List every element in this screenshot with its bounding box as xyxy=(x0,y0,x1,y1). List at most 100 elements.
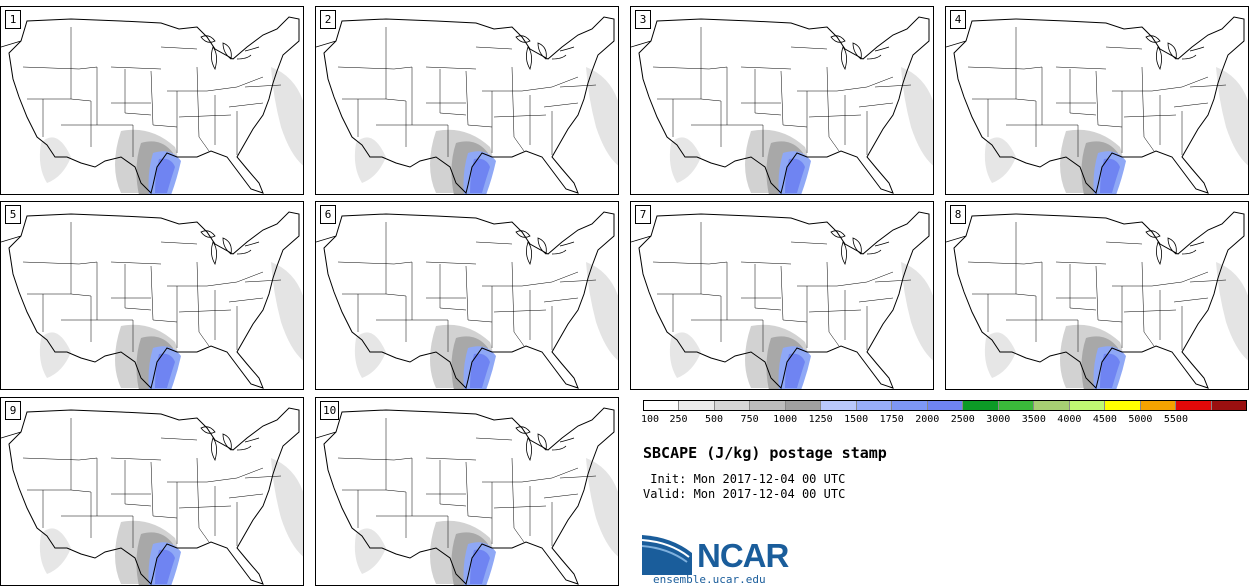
great-lake-outline xyxy=(244,46,260,52)
state-border xyxy=(1173,102,1209,108)
colorbar-tick-label: 2000 xyxy=(915,414,940,425)
great-lake-outline xyxy=(559,46,575,52)
colorbar-segment xyxy=(855,401,892,410)
ocean-cape-shading xyxy=(586,458,618,557)
state-border xyxy=(754,264,782,311)
ocean-cape-shading xyxy=(1216,67,1248,166)
state-border xyxy=(543,493,579,499)
sbcape-map xyxy=(631,16,933,194)
state-border xyxy=(493,114,547,118)
stamp-4[interactable]: 4 xyxy=(945,6,1249,195)
canada-border xyxy=(946,40,967,48)
site-url[interactable]: ensemble.ucar.edu xyxy=(653,573,766,586)
colorbar-segment xyxy=(1068,401,1105,410)
stamp-number-label: 4 xyxy=(950,10,966,29)
colorbar-segment xyxy=(962,401,998,410)
high-cape-core-shading xyxy=(155,549,175,584)
great-lake-outline xyxy=(211,437,217,461)
great-lake-outline xyxy=(841,46,847,70)
mexico-cape-shading xyxy=(39,528,71,574)
state-border xyxy=(700,293,722,342)
stamp-number-label: 3 xyxy=(635,10,651,29)
stamp-8[interactable]: 8 xyxy=(945,201,1249,390)
canada-border xyxy=(631,40,652,48)
state-border xyxy=(178,505,232,509)
stamp-1[interactable]: 1 xyxy=(0,6,304,195)
ncar-logo-icon[interactable] xyxy=(642,531,792,575)
great-lake-outline xyxy=(236,54,252,60)
colorbar-segment xyxy=(678,401,714,410)
stamp-2[interactable]: 2 xyxy=(315,6,619,195)
sbcape-map xyxy=(946,211,1248,389)
colorbar-segment xyxy=(997,401,1034,410)
great-lake-outline xyxy=(874,46,890,52)
stamp-5[interactable]: 5 xyxy=(0,201,304,390)
stamp-number-label: 2 xyxy=(320,10,336,29)
colorbar-tick-label: 3000 xyxy=(986,414,1011,425)
sbcape-colorbar xyxy=(643,400,1247,411)
great-lake-outline xyxy=(1167,42,1177,60)
us-coastline xyxy=(8,407,300,585)
ncar-logo-text[interactable]: NCAR xyxy=(697,537,789,574)
sbcape-map xyxy=(316,407,618,585)
canada-border xyxy=(1,235,22,243)
colorbar-segment xyxy=(749,401,785,410)
state-border xyxy=(1055,261,1107,265)
great-lake-outline xyxy=(1181,54,1197,60)
ocean-cape-shading xyxy=(901,262,933,361)
colorbar-segment xyxy=(1033,401,1069,410)
stamp-10[interactable]: 10 xyxy=(315,397,619,586)
state-border xyxy=(206,76,264,92)
high-cape-core-shading xyxy=(1100,158,1120,193)
state-border xyxy=(178,114,232,118)
colorbar-tick-label: 750 xyxy=(740,414,759,425)
great-lake-outline xyxy=(515,230,531,238)
great-lake-outline xyxy=(222,237,232,255)
state-border xyxy=(465,461,493,519)
great-lake-outline xyxy=(866,249,882,255)
state-border xyxy=(150,461,178,519)
colorbar-tick-label: 500 xyxy=(705,414,724,425)
state-border xyxy=(1151,76,1209,92)
colorbar-segment xyxy=(784,401,821,410)
great-lake-outline xyxy=(526,437,532,461)
high-cape-core-shading xyxy=(785,158,805,193)
state-border xyxy=(337,261,413,265)
state-border xyxy=(652,66,728,70)
colorbar-tick-label: 4500 xyxy=(1092,414,1117,425)
great-lake-outline xyxy=(1156,46,1162,70)
high-cape-core-shading xyxy=(470,158,490,193)
colorbar-tick-label: 5500 xyxy=(1163,414,1188,425)
state-border xyxy=(826,261,840,347)
valid-time: Valid: Mon 2017-12-04 00 UTC xyxy=(643,487,846,501)
mexico-cape-shading xyxy=(39,137,71,183)
colorbar-segment xyxy=(891,401,927,410)
colorbar-segment xyxy=(1139,401,1176,410)
canada-border xyxy=(316,235,337,243)
mexico-cape-shading xyxy=(984,137,1016,183)
mexico-cape-shading xyxy=(39,332,71,378)
us-coastline xyxy=(8,16,300,194)
state-border xyxy=(967,261,1043,265)
stamp-6[interactable]: 6 xyxy=(315,201,619,390)
stamp-9[interactable]: 9 xyxy=(0,397,304,586)
great-lake-outline xyxy=(841,241,847,265)
colorbar-tick-label: 4000 xyxy=(1057,414,1082,425)
stamp-number-label: 5 xyxy=(5,205,21,224)
state-border xyxy=(22,457,98,461)
state-border xyxy=(493,309,547,313)
stamp-3[interactable]: 3 xyxy=(630,6,934,195)
great-lake-outline xyxy=(211,241,217,265)
stamp-7[interactable]: 7 xyxy=(630,201,934,390)
great-lake-outline xyxy=(551,445,567,451)
canada-border xyxy=(1,40,22,48)
state-border xyxy=(967,66,1043,70)
state-border xyxy=(70,489,92,538)
great-lake-outline xyxy=(200,230,216,238)
sbcape-map xyxy=(316,211,618,389)
state-border xyxy=(425,261,477,265)
state-border xyxy=(1015,98,1037,147)
great-lake-outline xyxy=(537,237,547,255)
state-border xyxy=(1015,293,1037,342)
state-border xyxy=(858,297,894,303)
